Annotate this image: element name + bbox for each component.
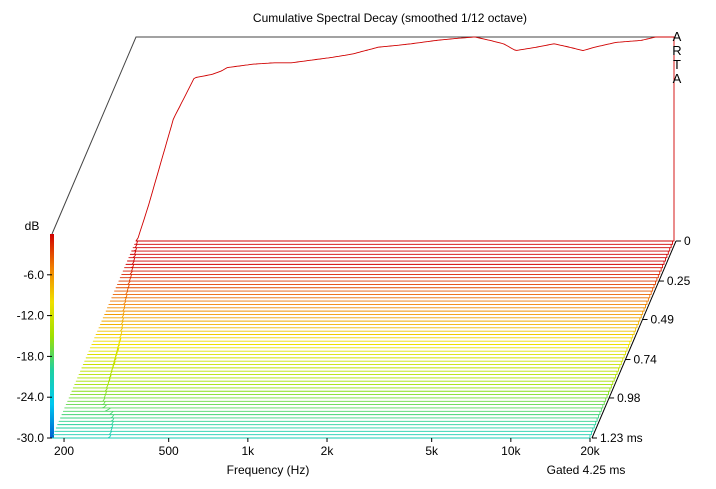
time-axis-line bbox=[591, 240, 677, 439]
z-axis-label: dB bbox=[25, 219, 40, 233]
z-colorbar bbox=[50, 234, 54, 438]
time-tick-label: 0.74 bbox=[633, 353, 657, 367]
back-frame-line bbox=[51, 36, 674, 235]
z-tick-label: -12.0 bbox=[17, 309, 45, 323]
watermark-letter: T bbox=[673, 57, 681, 72]
z-tick-label: -18.0 bbox=[17, 349, 45, 363]
z-tick-label: -30.0 bbox=[17, 431, 45, 445]
x-tick-label: 5k bbox=[425, 444, 439, 458]
x-axis-label: Frequency (Hz) bbox=[227, 463, 310, 477]
x-tick-label: 2k bbox=[321, 444, 335, 458]
decay-slice bbox=[135, 36, 675, 242]
time-tick-label: 0.49 bbox=[651, 312, 675, 326]
axis-ticks: 200 500 1k 2k 5k 10k 20k -6.0 -12.0 -18.0 -24.0 -30… bbox=[17, 29, 691, 458]
time-tick-label: 0.98 bbox=[617, 391, 641, 405]
x-tick-label: 10k bbox=[501, 444, 521, 458]
time-tick-label: 0.25 bbox=[667, 274, 691, 288]
decay-slices bbox=[51, 36, 675, 439]
chart-title: Cumulative Spectral Decay (smoothed 1/12… bbox=[253, 11, 527, 25]
z-tick-label: -24.0 bbox=[17, 390, 45, 404]
time-tick-label: 1.23 ms bbox=[600, 431, 643, 445]
x-tick-label: 1k bbox=[242, 444, 256, 458]
x-tick-label: 20k bbox=[580, 444, 600, 458]
gate-note: Gated 4.25 ms bbox=[547, 463, 626, 477]
watermark-letter: R bbox=[672, 43, 681, 58]
x-tick-label: 500 bbox=[159, 444, 179, 458]
z-tick-label: -6.0 bbox=[23, 268, 44, 282]
x-tick-label: 200 bbox=[54, 444, 74, 458]
time-tick-label: 0 bbox=[684, 234, 691, 248]
watermark-letter: A bbox=[673, 71, 682, 86]
watermark-letter: A bbox=[673, 29, 682, 44]
